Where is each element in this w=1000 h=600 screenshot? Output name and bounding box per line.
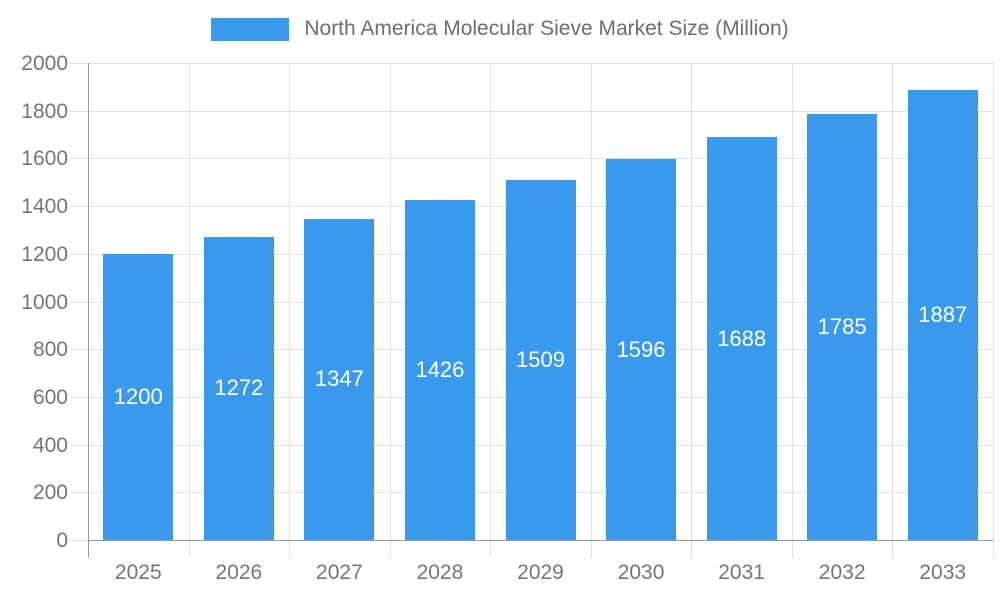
legend-swatch [211,17,290,41]
x-gridline [490,63,492,558]
x-tick-label: 2028 [416,561,464,584]
y-tick-label: 1800 [21,99,68,123]
bar[interactable] [907,89,978,540]
x-tick-label: 2027 [316,561,363,584]
y-axis-tick [70,158,88,160]
y-axis-tick [70,301,88,303]
bar[interactable] [404,199,475,540]
y-axis-tick [70,110,88,112]
y-tick-label: 2000 [21,52,68,75]
x-axis-line [88,540,993,541]
y-tick-label: 400 [32,433,68,457]
x-tick-label: 2026 [215,561,263,584]
x-tick-label: 2032 [818,561,866,584]
bar[interactable] [203,236,274,540]
x-tick-label: 2030 [617,561,665,584]
bar[interactable] [304,218,375,540]
legend[interactable]: North America Molecular Sieve Market Siz… [0,17,1000,41]
y-axis-tick [70,349,88,351]
y-tick-label: 1200 [21,242,68,266]
x-gridline [691,63,693,558]
y-tick-label: 1400 [21,195,68,219]
y-gridline [88,158,993,160]
y-axis-tick [70,63,88,64]
x-gridline [590,63,592,558]
y-tick-label: 0 [56,529,68,552]
x-gridline [791,63,793,558]
x-tick-label: 2029 [517,561,564,584]
bar[interactable] [606,159,677,540]
y-gridline [88,110,993,112]
y-axis-tick [70,444,88,446]
y-axis-tick [70,492,88,494]
x-tick-label: 2025 [114,561,162,584]
x-tick-label: 2031 [718,561,765,584]
x-gridline [188,63,190,558]
y-tick-label: 600 [32,385,68,409]
legend-label: North America Molecular Sieve Market Siz… [304,17,789,40]
x-gridline [892,63,894,558]
x-gridline [389,63,391,558]
bar[interactable] [103,253,174,540]
y-gridline [88,63,993,64]
bar[interactable] [505,180,576,540]
y-axis-tick [70,396,88,398]
y-axis-tick [70,206,88,208]
y-tick-label: 800 [32,338,68,362]
x-gridline [993,63,994,558]
y-axis-line [88,63,89,558]
y-tick-label: 1000 [21,290,68,314]
bar[interactable] [807,114,878,540]
y-axis-tick [70,253,88,255]
y-tick-label: 1600 [21,147,68,171]
y-tick-label: 200 [32,481,68,505]
bar[interactable] [706,137,777,540]
x-tick-label: 2033 [919,561,967,584]
y-axis-tick [70,540,88,541]
x-gridline [289,63,291,558]
